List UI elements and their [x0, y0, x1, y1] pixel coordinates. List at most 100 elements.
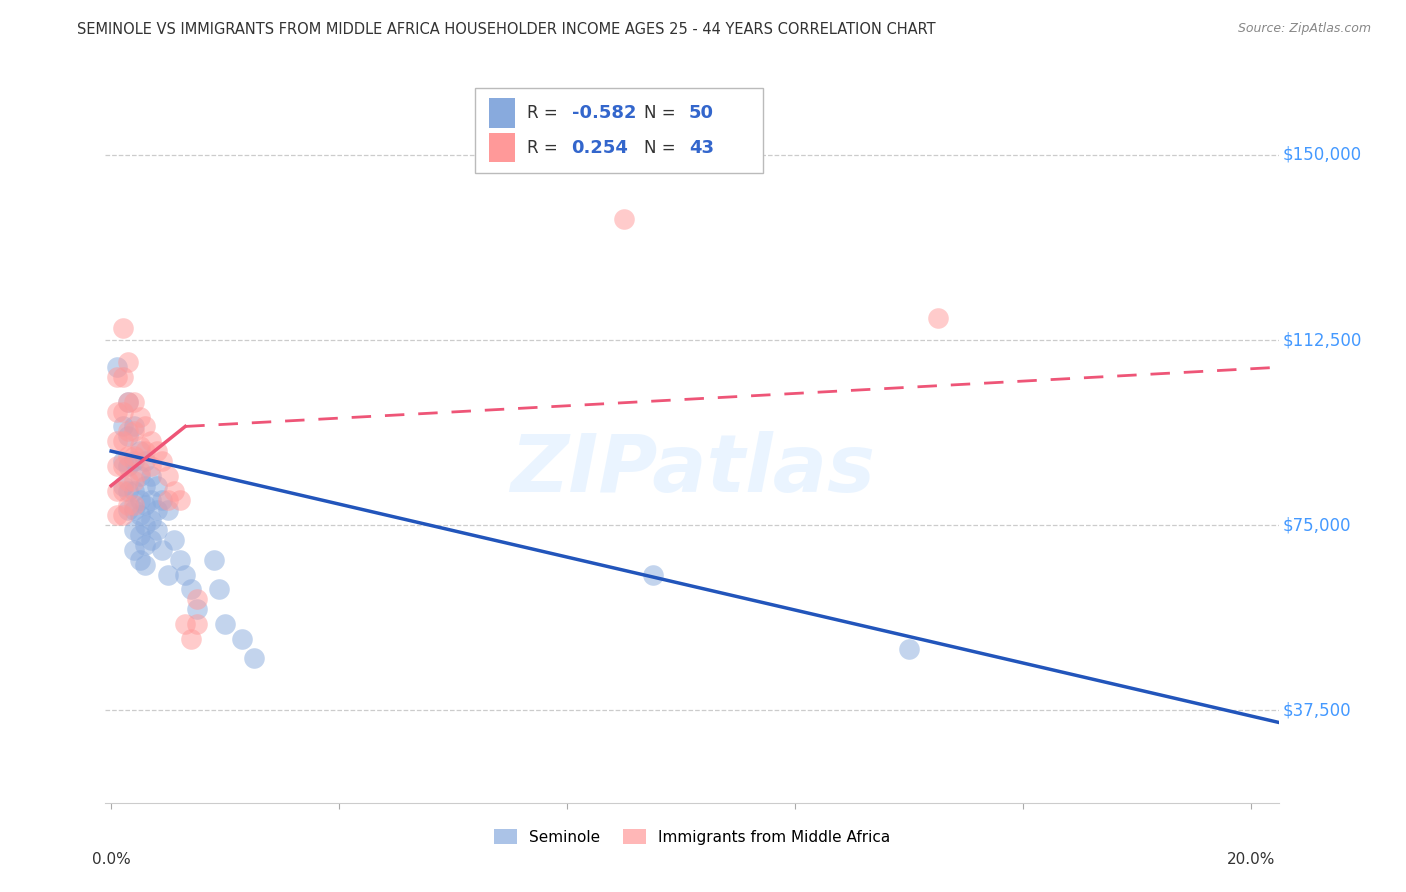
- Point: [122, 523, 145, 537]
- Point: [117, 503, 139, 517]
- Point: [111, 370, 134, 384]
- Point: [117, 429, 139, 443]
- Point: [157, 493, 180, 508]
- Point: [111, 419, 134, 434]
- Text: 0.0%: 0.0%: [91, 852, 131, 867]
- Point: [122, 419, 145, 434]
- Text: R =: R =: [527, 103, 562, 122]
- Text: -0.582: -0.582: [571, 103, 636, 122]
- Point: [145, 444, 167, 458]
- Point: [139, 533, 162, 547]
- Point: [927, 310, 949, 325]
- Point: [122, 425, 145, 439]
- Point: [202, 552, 225, 566]
- Point: [128, 552, 150, 566]
- Point: [105, 370, 128, 384]
- Point: [111, 434, 134, 449]
- Text: 50: 50: [689, 103, 714, 122]
- Text: 43: 43: [689, 138, 714, 157]
- Point: [186, 616, 208, 631]
- Text: Source: ZipAtlas.com: Source: ZipAtlas.com: [1237, 22, 1371, 36]
- Point: [214, 616, 236, 631]
- Point: [180, 632, 202, 646]
- Point: [134, 419, 156, 434]
- Point: [122, 503, 145, 517]
- Point: [174, 616, 197, 631]
- Point: [180, 582, 202, 597]
- Point: [122, 394, 145, 409]
- Point: [117, 499, 139, 513]
- Text: $112,500: $112,500: [1284, 331, 1362, 349]
- FancyBboxPatch shape: [489, 133, 515, 162]
- Point: [157, 567, 180, 582]
- Point: [117, 394, 139, 409]
- Point: [117, 483, 139, 498]
- Point: [128, 528, 150, 542]
- Point: [134, 444, 156, 458]
- Point: [139, 434, 162, 449]
- Point: [157, 468, 180, 483]
- Point: [117, 449, 139, 463]
- Point: [231, 632, 253, 646]
- Point: [122, 474, 145, 488]
- Text: N =: N =: [644, 138, 681, 157]
- Point: [134, 478, 156, 492]
- Point: [117, 425, 139, 439]
- Point: [157, 503, 180, 517]
- Text: 0.254: 0.254: [571, 138, 628, 157]
- Point: [117, 458, 139, 473]
- Point: [105, 483, 128, 498]
- Point: [105, 434, 128, 449]
- Point: [122, 542, 145, 557]
- Point: [208, 582, 231, 597]
- Text: 20.0%: 20.0%: [1227, 852, 1275, 867]
- Point: [134, 499, 156, 513]
- Point: [186, 602, 208, 616]
- Point: [105, 404, 128, 418]
- Text: ZIPatlas: ZIPatlas: [510, 431, 875, 508]
- Point: [169, 493, 191, 508]
- Point: [122, 449, 145, 463]
- Text: N =: N =: [644, 103, 681, 122]
- Point: [145, 503, 167, 517]
- Point: [145, 523, 167, 537]
- Point: [105, 508, 128, 523]
- FancyBboxPatch shape: [489, 98, 515, 128]
- Point: [128, 468, 150, 483]
- Legend: Seminole, Immigrants from Middle Africa: Seminole, Immigrants from Middle Africa: [488, 822, 897, 851]
- Point: [128, 493, 150, 508]
- Text: $75,000: $75,000: [1284, 516, 1351, 534]
- Point: [139, 458, 162, 473]
- Point: [174, 567, 197, 582]
- Text: $37,500: $37,500: [1284, 701, 1351, 719]
- Point: [134, 558, 156, 572]
- Point: [139, 493, 162, 508]
- Point: [117, 394, 139, 409]
- Point: [186, 592, 208, 607]
- Point: [152, 542, 174, 557]
- Point: [122, 499, 145, 513]
- Point: [111, 458, 134, 473]
- Point: [128, 508, 150, 523]
- Text: $150,000: $150,000: [1284, 146, 1362, 164]
- Point: [111, 483, 134, 498]
- Point: [111, 454, 134, 468]
- Point: [117, 474, 139, 488]
- Point: [242, 651, 264, 665]
- Point: [169, 552, 191, 566]
- Point: [641, 567, 664, 582]
- Point: [111, 320, 134, 334]
- Point: [128, 409, 150, 424]
- Point: [111, 478, 134, 492]
- Point: [613, 212, 636, 227]
- Point: [134, 454, 156, 468]
- Point: [105, 360, 128, 375]
- Point: [134, 538, 156, 552]
- Point: [111, 508, 134, 523]
- Point: [111, 404, 134, 418]
- Point: [152, 493, 174, 508]
- Point: [128, 464, 150, 478]
- Point: [122, 483, 145, 498]
- Text: R =: R =: [527, 138, 568, 157]
- Point: [898, 641, 921, 656]
